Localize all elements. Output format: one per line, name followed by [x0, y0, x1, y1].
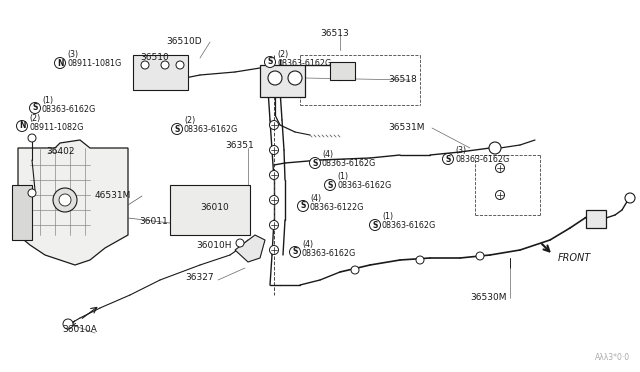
Circle shape [269, 221, 278, 230]
Circle shape [324, 180, 335, 190]
Text: 36402: 36402 [46, 147, 74, 155]
Text: S: S [312, 158, 317, 167]
Circle shape [416, 256, 424, 264]
Text: (2): (2) [29, 113, 40, 122]
Text: 08911-1082G: 08911-1082G [29, 122, 83, 131]
Text: (1): (1) [382, 212, 393, 221]
Circle shape [264, 57, 275, 67]
Text: 36010H: 36010H [196, 241, 232, 250]
Text: 36011: 36011 [139, 218, 168, 227]
Circle shape [141, 61, 149, 69]
Circle shape [269, 196, 278, 205]
Text: N: N [19, 122, 25, 131]
Text: 08363-6162G: 08363-6162G [455, 155, 509, 164]
Text: FRONT: FRONT [558, 253, 591, 263]
Bar [330, 62, 355, 80]
Text: 08363-6162G: 08363-6162G [337, 182, 391, 190]
Text: S: S [327, 180, 333, 189]
Text: S: S [372, 221, 378, 230]
Circle shape [161, 61, 169, 69]
Circle shape [236, 239, 244, 247]
Text: (3): (3) [455, 147, 466, 155]
Circle shape [54, 58, 65, 68]
Circle shape [172, 124, 182, 135]
Bar [586, 210, 606, 228]
Circle shape [442, 154, 454, 164]
Circle shape [351, 266, 359, 274]
Text: 36510D: 36510D [166, 38, 202, 46]
Circle shape [59, 194, 71, 206]
Text: 08363-6162G: 08363-6162G [322, 160, 376, 169]
Text: S: S [445, 154, 451, 164]
Circle shape [28, 134, 36, 142]
Circle shape [269, 145, 278, 154]
Text: 08911-1081G: 08911-1081G [67, 60, 121, 68]
Text: 08363-6162G: 08363-6162G [184, 125, 238, 135]
Text: 08363-6162G: 08363-6162G [277, 58, 332, 67]
Text: 36327: 36327 [185, 273, 214, 282]
Bar [12, 185, 32, 240]
Text: S: S [268, 58, 273, 67]
Polygon shape [235, 235, 265, 262]
Bar [260, 65, 305, 97]
Polygon shape [18, 140, 128, 265]
Circle shape [489, 142, 501, 154]
Text: 36010: 36010 [200, 202, 228, 212]
Circle shape [495, 164, 504, 173]
Circle shape [176, 61, 184, 69]
Circle shape [298, 201, 308, 212]
Circle shape [269, 246, 278, 254]
Bar [133, 55, 188, 90]
Text: (2): (2) [184, 116, 195, 125]
Circle shape [495, 190, 504, 199]
Text: 36351: 36351 [225, 141, 253, 150]
Text: S: S [292, 247, 298, 257]
Text: 36510: 36510 [140, 54, 169, 62]
Text: 36530M: 36530M [470, 294, 506, 302]
Circle shape [53, 188, 77, 212]
Text: 36531M: 36531M [388, 122, 424, 131]
Circle shape [268, 71, 282, 85]
Circle shape [269, 170, 278, 180]
Text: 36518: 36518 [388, 76, 417, 84]
Text: 08363-6162G: 08363-6162G [42, 105, 96, 113]
Circle shape [63, 319, 73, 329]
Text: 08363-6122G: 08363-6122G [310, 202, 364, 212]
Text: S: S [300, 202, 306, 211]
Text: (2): (2) [277, 49, 288, 58]
Circle shape [625, 193, 635, 203]
Text: 08363-6162G: 08363-6162G [382, 221, 436, 231]
Text: S: S [174, 125, 180, 134]
Circle shape [288, 71, 302, 85]
Circle shape [289, 247, 301, 257]
Circle shape [476, 252, 484, 260]
Bar [170, 185, 250, 235]
Text: (4): (4) [302, 240, 313, 248]
Text: (1): (1) [337, 173, 348, 182]
Circle shape [29, 103, 40, 113]
Text: S: S [32, 103, 38, 112]
Text: (4): (4) [322, 151, 333, 160]
Text: Aλλ3*0·0: Aλλ3*0·0 [595, 353, 630, 362]
Text: 36513: 36513 [320, 29, 349, 38]
Circle shape [17, 121, 28, 131]
Text: (4): (4) [310, 193, 321, 202]
Text: (3): (3) [67, 51, 78, 60]
Text: 36010A: 36010A [62, 326, 97, 334]
Circle shape [310, 157, 321, 169]
Text: (1): (1) [42, 96, 53, 105]
Circle shape [269, 121, 278, 129]
Text: N: N [57, 58, 63, 67]
Circle shape [369, 219, 381, 231]
Circle shape [28, 189, 36, 197]
Text: 08363-6162G: 08363-6162G [302, 248, 356, 257]
Text: 46531M: 46531M [95, 192, 131, 201]
